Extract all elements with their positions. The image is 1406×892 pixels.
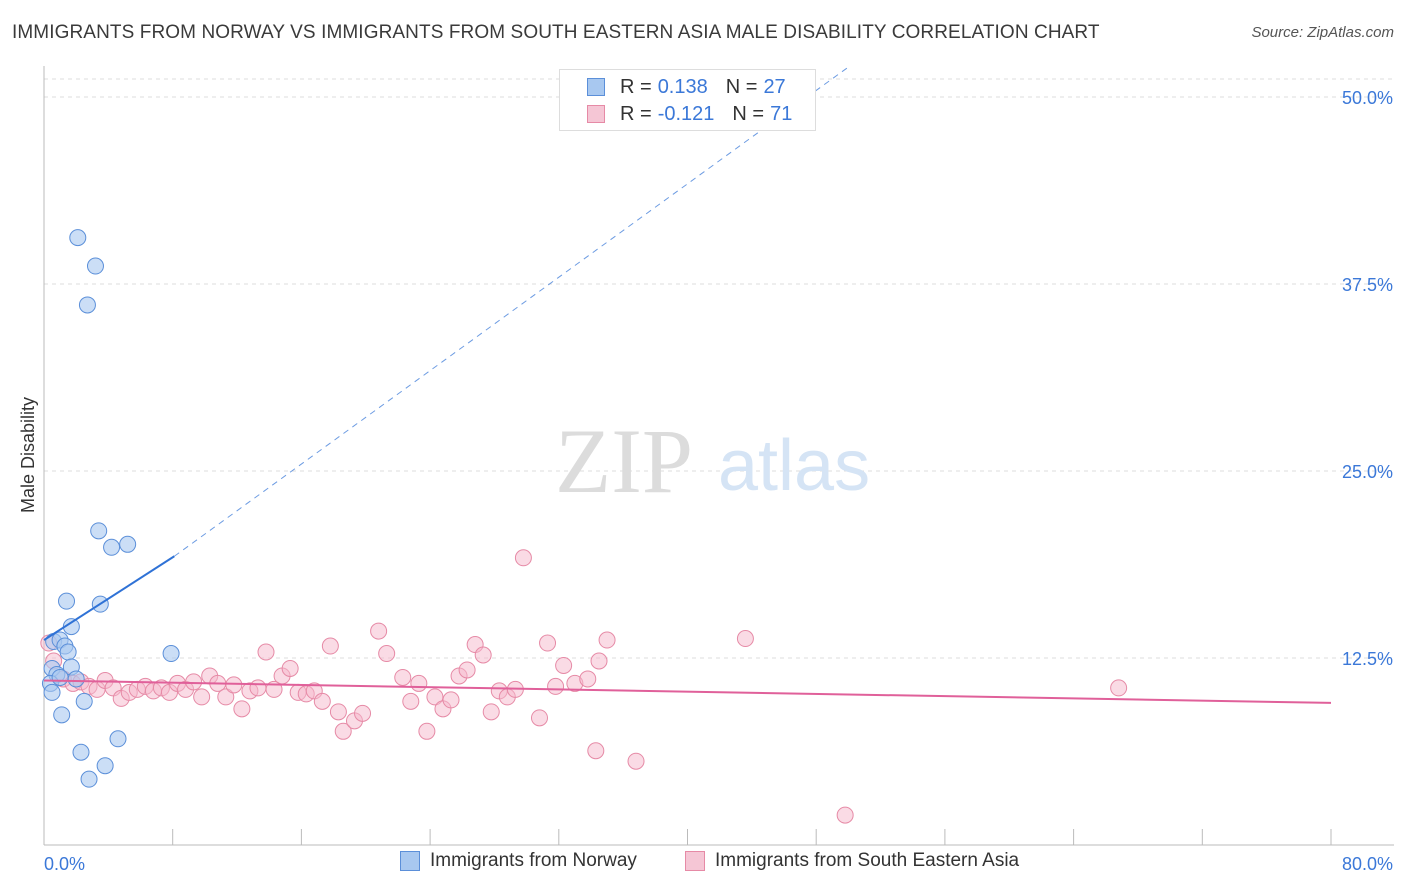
bottom-legend-label-norway: Immigrants from Norway xyxy=(430,850,637,871)
gridlines xyxy=(44,78,1394,659)
norway-point xyxy=(72,743,90,761)
sea-point xyxy=(587,742,605,760)
legend-swatch-norway xyxy=(587,78,605,96)
axes xyxy=(43,66,1394,846)
sea-point xyxy=(321,637,339,655)
sea-point xyxy=(329,703,347,721)
norway-point xyxy=(53,706,71,724)
y-axis-label: Male Disability xyxy=(18,397,38,513)
series-sea-points xyxy=(40,549,1128,824)
norway-point xyxy=(78,296,96,314)
sea-point xyxy=(1110,679,1128,697)
sea-point xyxy=(539,634,557,652)
norway-trend-extension xyxy=(174,66,849,557)
x-tick-labels: 0.0% 80.0% xyxy=(44,854,1393,874)
bottom-legend-swatch-sea xyxy=(685,851,705,871)
sea-point xyxy=(185,673,203,691)
norway-point xyxy=(43,683,61,701)
sea-point xyxy=(442,691,460,709)
sea-point xyxy=(249,679,267,697)
legend-row-sea: R = -0.121 N = 71 xyxy=(587,101,793,127)
legend-r-label: R = xyxy=(620,75,652,98)
chart-title: IMMIGRANTS FROM NORWAY VS IMMIGRANTS FRO… xyxy=(12,22,1100,43)
sea-point xyxy=(555,656,573,674)
norway-point xyxy=(51,668,69,686)
sea-point xyxy=(426,688,444,706)
norway-point xyxy=(103,538,121,556)
sea-point xyxy=(530,709,548,727)
norway-point xyxy=(96,757,114,775)
norway-point xyxy=(67,670,85,688)
norway-point xyxy=(80,770,98,788)
sea-point xyxy=(482,703,500,721)
norway-point xyxy=(75,692,93,710)
sea-trend-line xyxy=(43,679,1332,704)
sea-point xyxy=(233,700,251,718)
norway-trend-line xyxy=(43,555,175,641)
y-tick-label: 37.5% xyxy=(1342,275,1393,295)
legend-n-label: N = xyxy=(732,102,765,125)
sea-point xyxy=(627,752,645,770)
legend-r-value: -0.121 xyxy=(657,102,715,125)
x-tick-label: 0.0% xyxy=(44,854,85,874)
sea-point xyxy=(281,659,299,677)
series-norway-points xyxy=(41,229,180,788)
bottom-legend-label-sea: Immigrants from South Eastern Asia xyxy=(715,850,1020,871)
norway-point xyxy=(86,257,104,275)
norway-point xyxy=(69,229,87,247)
y-tick-label: 25.0% xyxy=(1342,462,1393,482)
legend-n-label: N = xyxy=(725,75,758,98)
norway-point xyxy=(119,535,137,553)
sea-point xyxy=(836,806,854,824)
legend-n-value: 71 xyxy=(770,102,793,125)
bottom-legend-sea: Immigrants from South Eastern Asia xyxy=(685,850,1019,872)
sea-point xyxy=(598,631,616,649)
y-tick-label: 12.5% xyxy=(1342,649,1393,669)
sea-point xyxy=(410,674,428,692)
norway-point xyxy=(58,592,76,610)
watermark: ZIP atlas xyxy=(555,410,870,512)
norway-point xyxy=(90,522,108,540)
sea-point xyxy=(354,704,372,722)
norway-point xyxy=(59,643,77,661)
sea-point xyxy=(514,549,532,567)
legend-row-norway: R = 0.138 N = 27 xyxy=(587,74,786,100)
norway-point xyxy=(162,645,180,663)
sea-point xyxy=(547,677,565,695)
y-tick-label: 50.0% xyxy=(1342,88,1393,108)
sea-point xyxy=(736,630,754,648)
legend-r-label: R = xyxy=(620,102,652,125)
watermark-atlas: atlas xyxy=(718,426,870,506)
trend-lines xyxy=(43,66,1332,704)
sea-point xyxy=(193,688,211,706)
sea-point xyxy=(402,692,420,710)
bottom-legend-norway: Immigrants from Norway xyxy=(400,850,637,872)
legend-swatch-sea xyxy=(587,105,605,123)
x-tick-label: 80.0% xyxy=(1342,854,1393,874)
y-tick-labels: 12.5% 25.0% 37.5% 50.0% xyxy=(1342,88,1393,669)
sea-point xyxy=(590,652,608,670)
sea-point xyxy=(217,688,235,706)
norway-point xyxy=(109,730,127,748)
sea-point xyxy=(257,643,275,661)
sea-point xyxy=(474,646,492,664)
legend-r-value: 0.138 xyxy=(657,75,708,98)
sea-point xyxy=(378,645,396,663)
sea-point xyxy=(579,670,597,688)
legend: R = 0.138 N = 27 R = -0.121 N = 71 xyxy=(559,69,816,131)
source-credit: Source: ZipAtlas.com xyxy=(1251,24,1394,41)
legend-n-value: 27 xyxy=(763,75,786,98)
sea-point xyxy=(334,722,352,740)
sea-point xyxy=(418,722,436,740)
sea-point xyxy=(313,692,331,710)
bottom-legend-swatch-norway xyxy=(400,851,420,871)
watermark-zip: ZIP xyxy=(555,410,693,512)
sea-point xyxy=(370,622,388,640)
sea-point xyxy=(225,676,243,694)
sea-point xyxy=(394,668,412,686)
sea-point xyxy=(458,661,476,679)
